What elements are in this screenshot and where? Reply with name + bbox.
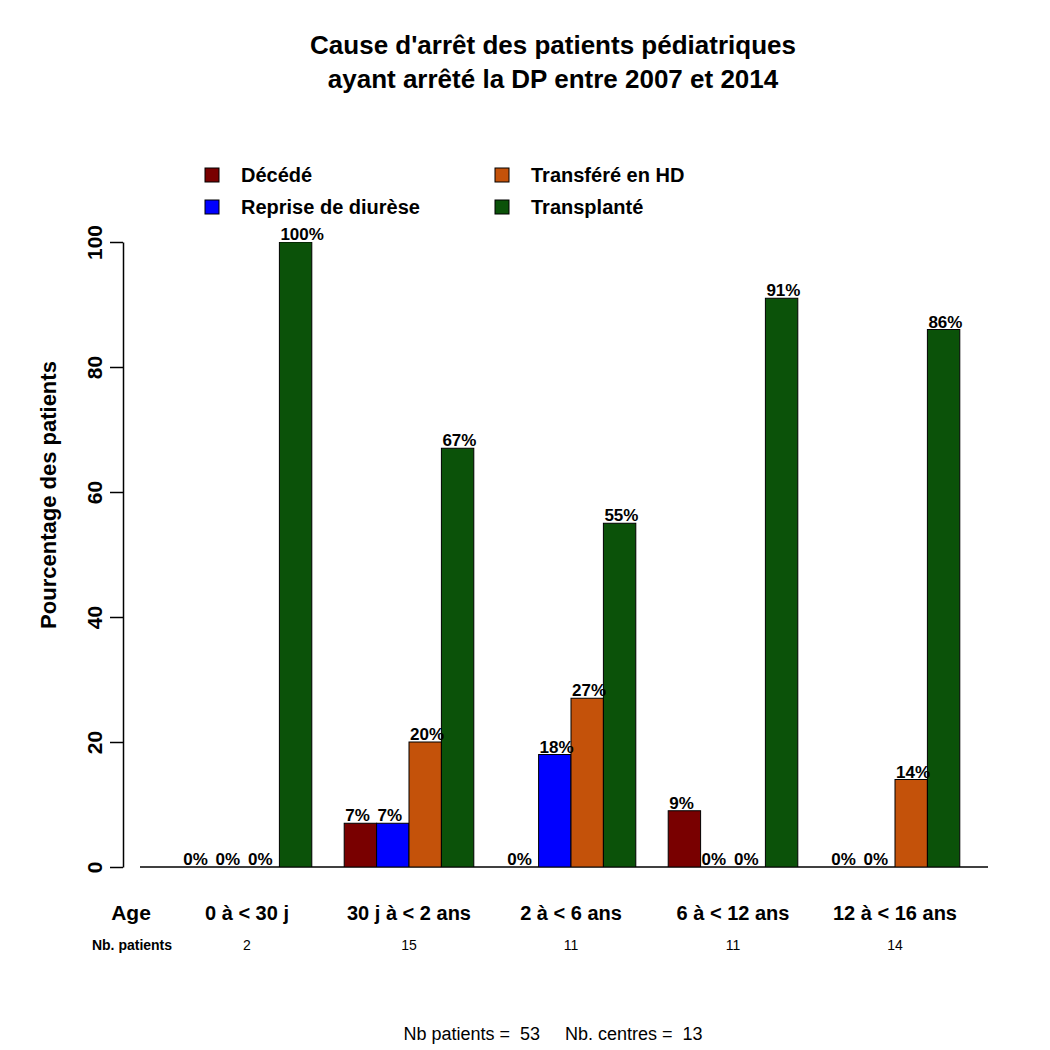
x-tick-label: 0 à < 30 j [205,902,289,924]
y-tick: 40 [83,606,123,629]
data-label: 0% [831,850,856,869]
bar [571,698,603,867]
data-label: 7% [378,806,403,825]
data-label: 18% [540,738,574,757]
legend-item: Transplanté [495,196,643,218]
bar [895,780,927,868]
legend-swatch [205,200,219,214]
x-tick-label: 2 à < 6 ans [520,902,622,924]
count: 11 [726,937,741,953]
y-axis-title: Pourcentage des patients [36,361,61,629]
x-axis-title: Age [111,901,151,924]
data-label: 9% [669,794,694,813]
legend-label: Transféré en HD [531,164,684,186]
legend-label: Reprise de diurèse [241,196,420,218]
data-label: 100% [280,225,323,244]
data-label: 0% [507,850,532,869]
y-axis: 0 20 40 60 80 100 [83,225,124,873]
y-tick: 0 [83,862,123,874]
y-tick-mark [110,492,123,494]
legend-swatch [495,200,509,214]
bar [668,811,700,867]
y-tick-mark [110,242,123,244]
y-tick-label: 20 [83,731,106,754]
data-label: 91% [766,281,800,300]
data-label: 20% [410,725,444,744]
count: 2 [243,937,251,953]
bar [279,242,311,867]
y-tick-label: 100 [83,225,106,260]
y-axis-line [123,243,125,868]
x-tick-label: 6 à < 12 ans [677,902,790,924]
chart: Cause d'arrêt des patients pédiatriquesa… [0,0,1050,1050]
bar [409,742,441,867]
counts-label: Nb. patients [92,937,172,953]
y-tick: 100 [83,225,123,260]
data-label: 86% [928,313,962,332]
data-label: 0% [734,850,759,869]
data-label: 0% [248,850,273,869]
y-tick-label: 0 [83,862,106,874]
data-label: 0% [864,850,889,869]
bar [539,755,571,868]
data-label: 55% [604,506,638,525]
y-tick-mark [110,617,123,619]
legend-label: Transplanté [531,196,643,218]
y-tick-label: 60 [83,481,106,504]
data-label: 7% [345,806,370,825]
data-label: 0% [702,850,727,869]
counts: 2 15 11 11 14 [243,937,903,953]
legend-label: Décédé [241,164,312,186]
legend-swatch [495,168,509,182]
data-label: 0% [216,850,241,869]
footer: Nb patients = 53 Nb. centres = 13 [403,1024,702,1044]
legend-item: Décédé [205,164,312,186]
y-tick-label: 40 [83,606,106,629]
bar [603,523,635,867]
bar [344,823,376,867]
y-tick-mark [110,742,123,744]
count: 14 [887,937,903,953]
x-tick-label: 30 j à < 2 ans [347,902,471,924]
legend: Décédé Reprise de diurèse Transféré en HD T… [205,164,684,218]
data-labels: 0% 7% 0% 9% 0% 0% 7% 18% 0% 0% 0% 20% 27% 0% 14% 100% 67… [183,225,962,869]
bars [279,242,959,867]
count: 15 [401,937,417,953]
y-tick: 20 [83,731,123,754]
data-label: 67% [442,431,476,450]
y-tick-mark [110,367,123,369]
data-label: 0% [183,850,208,869]
title: Cause d'arrêt des patients pédiatriquesa… [310,30,796,94]
bar [927,330,959,868]
legend-item: Transféré en HD [495,164,684,186]
legend-item: Reprise de diurèse [205,196,420,218]
y-tick: 60 [83,481,123,504]
bar [377,823,409,867]
bar [441,448,473,867]
bar [765,298,797,867]
data-label: 27% [572,681,606,700]
legend-swatch [205,168,219,182]
count: 11 [564,937,579,953]
data-label: 14% [896,763,930,782]
y-tick-label: 80 [83,356,106,379]
x-categories: 0 à < 30 j 30 j à < 2 ans 2 à < 6 ans 6 à <… [205,902,957,924]
x-tick-label: 12 à < 16 ans [833,902,957,924]
y-tick-mark [110,867,123,869]
y-tick: 80 [83,356,123,379]
